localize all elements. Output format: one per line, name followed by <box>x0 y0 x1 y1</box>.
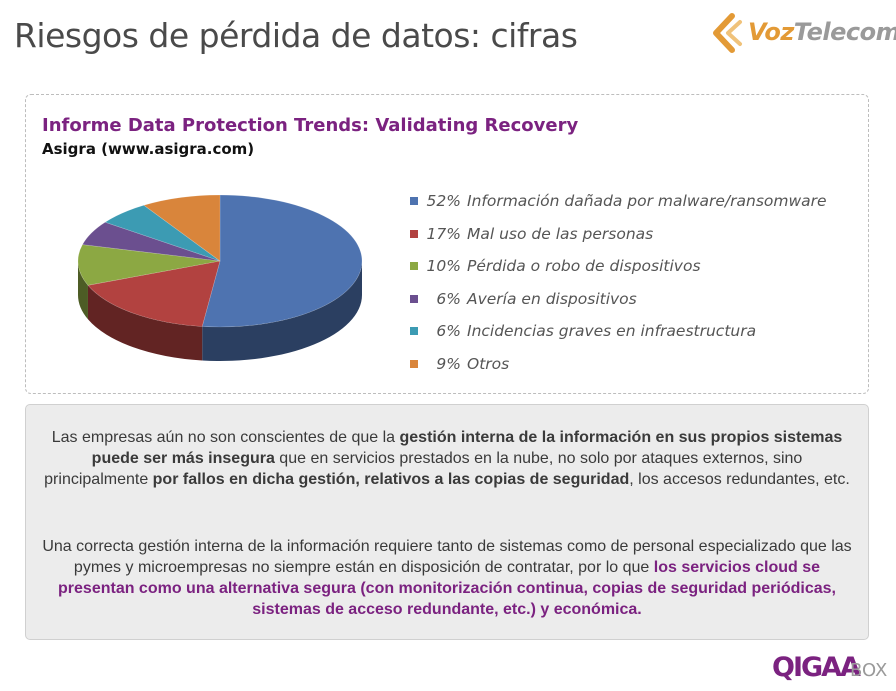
pie-slice <box>87 260 221 327</box>
legend-label: Pérdida o robo de dispositivos <box>467 257 701 276</box>
qigaa-wordmark: QIGAA <box>772 652 861 683</box>
chart-legend: 52% Información dañada por malware/ransom… <box>410 185 827 380</box>
body-text: Las empresas aún no son conscientes de q… <box>51 429 400 446</box>
legend-item: 9% Otros <box>410 348 827 381</box>
pie-slice-side <box>87 285 203 361</box>
legend-swatch <box>410 327 418 336</box>
bold-text: por fallos en dicha gestión, relativos a… <box>152 471 630 488</box>
legend-item: 6% Incidencias graves en infraestructura <box>410 315 827 348</box>
legend-percentage: 6% <box>436 322 461 341</box>
box-wordmark: BOX <box>850 660 888 681</box>
explanation-paragraph-1: Las empresas aún no son conscientes de q… <box>38 427 856 490</box>
page-title: Riesgos de pérdida de datos: cifras <box>14 16 578 55</box>
pie-slice <box>201 194 363 328</box>
legend-label: Información dañada por malware/ransomwar… <box>467 192 827 211</box>
legend-percentage: 6% <box>436 289 461 308</box>
legend-label: Mal uso de las personas <box>467 224 654 243</box>
legend-item: 17% Mal uso de las personas <box>410 218 827 251</box>
pie-slice-side <box>78 261 88 320</box>
legend-item: 10% Pérdida o robo de dispositivos <box>410 250 827 283</box>
pie-slice <box>104 204 221 262</box>
legend-percentage: 52% <box>426 192 461 211</box>
legend-swatch <box>410 229 418 238</box>
explanation-paragraph-2: Una correcta gestión interna de la infor… <box>38 536 856 620</box>
legend-swatch <box>410 359 418 368</box>
pie-chart <box>77 194 363 361</box>
explanation-box: Las empresas aún no son conscientes de q… <box>25 404 869 640</box>
legend-label: Otros <box>467 354 510 373</box>
body-text: , los accesos redundantes, etc. <box>629 471 850 488</box>
legend-item: 6% Avería en dispositivos <box>410 283 827 316</box>
legend-label: Avería en dispositivos <box>467 289 637 308</box>
legend-swatch <box>410 262 418 271</box>
pie-slice-side <box>202 261 362 361</box>
chart-subtitle: Asigra (www.asigra.com) <box>42 140 255 158</box>
legend-swatch <box>410 294 418 303</box>
legend-percentage: 10% <box>426 257 461 276</box>
body-text: que en servicios prestados en la nube, n… <box>44 450 803 488</box>
logo-voz-text: Voz <box>748 18 794 46</box>
pie-slice <box>81 221 221 262</box>
legend-percentage: 9% <box>436 354 461 373</box>
logo-telecom-text: Telecom <box>793 18 896 46</box>
legend-swatch <box>410 197 418 206</box>
highlight-text: los servicios cloud se presentan como un… <box>58 559 836 618</box>
voztelecom-logo: VozTelecom <box>710 12 896 54</box>
chart-title: Informe Data Protection Trends: Validati… <box>42 115 579 136</box>
legend-percentage: 17% <box>426 224 461 243</box>
pie-slice <box>77 244 221 286</box>
pie-slice <box>143 194 221 262</box>
body-text: Una correcta gestión interna de la infor… <box>42 538 852 576</box>
qigaabox-logo: QIGAA BOX <box>772 652 892 686</box>
bold-text: gestión interna de la información en sus… <box>91 429 843 467</box>
voztelecom-mark-icon <box>713 13 742 53</box>
legend-item: 52% Información dañada por malware/ransom… <box>410 185 827 218</box>
chart-card: Informe Data Protection Trends: Validati… <box>25 94 869 394</box>
voztelecom-wordmark: VozTelecom <box>748 18 896 46</box>
legend-label: Incidencias graves en infraestructura <box>467 322 757 341</box>
